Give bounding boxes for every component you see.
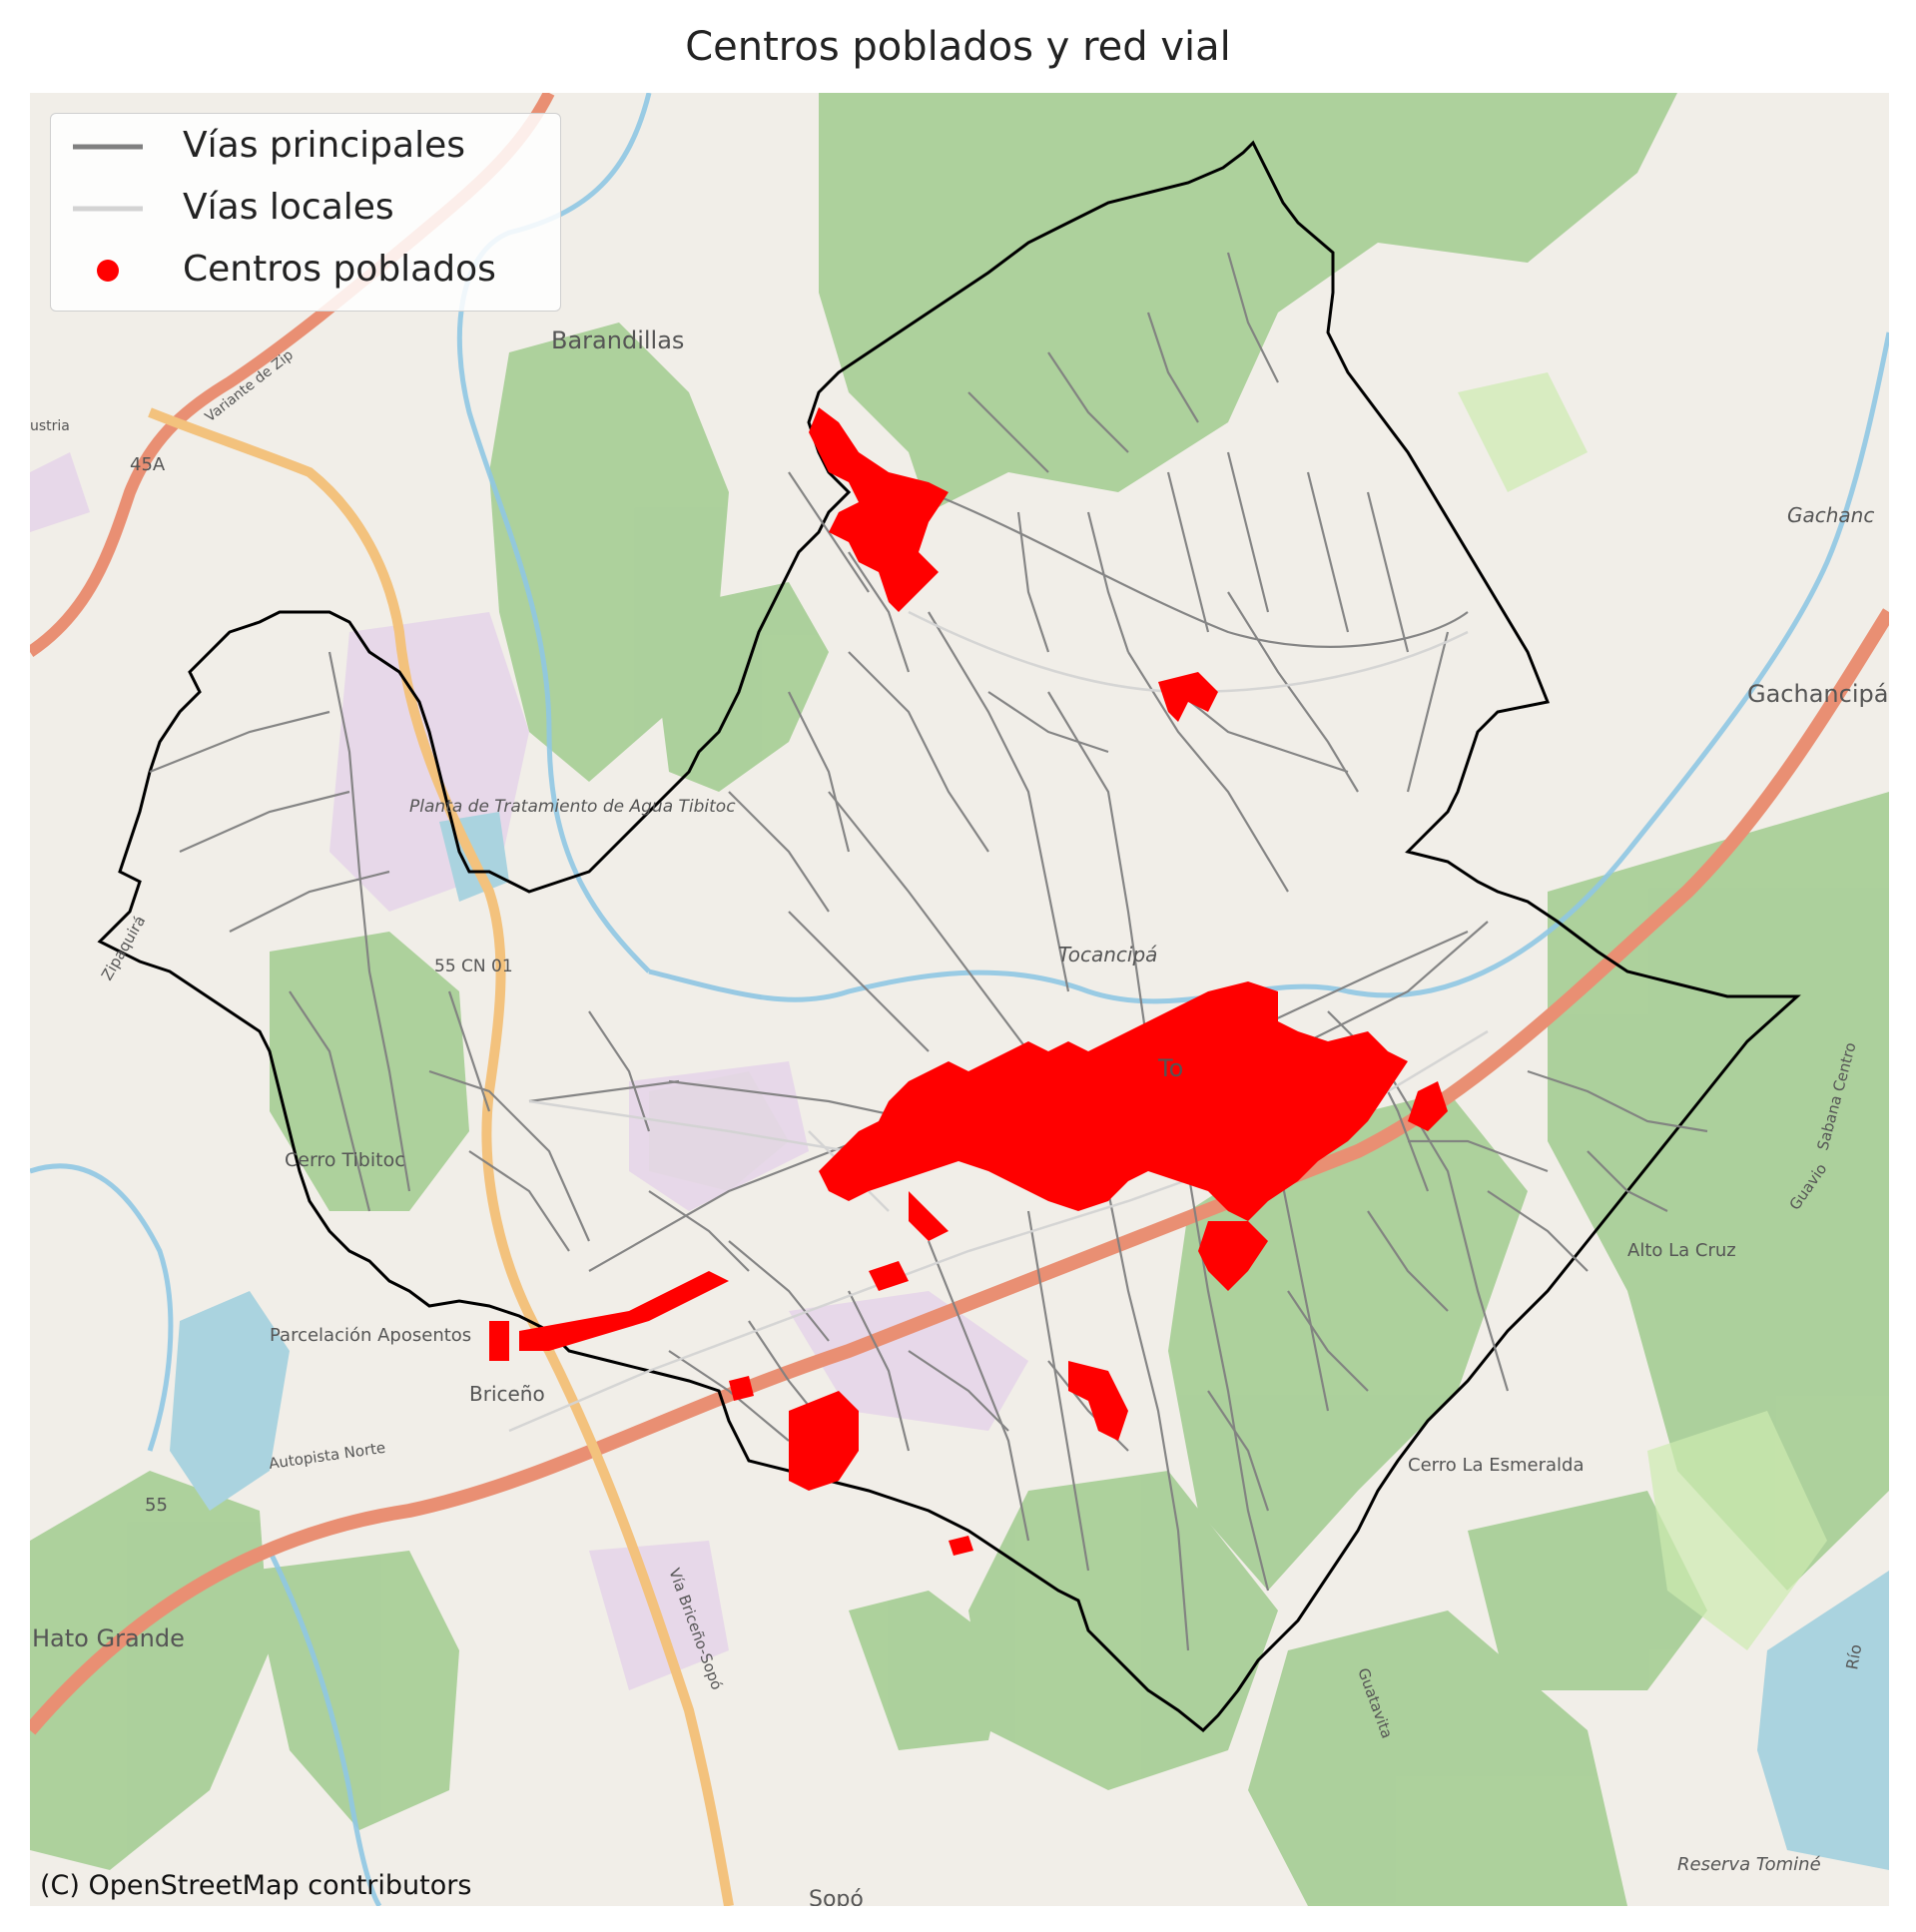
label-industria: ustria [30,418,70,434]
label-alto-la-cruz: Alto La Cruz [1627,1240,1736,1261]
legend: Vías principales Vías locales Centros po… [50,113,561,312]
label-gachanc: Gachanc [1787,503,1874,527]
legend-line-local-roads [73,206,143,212]
label-sopo: Sopó [809,1887,864,1906]
label-45a: 45A [130,454,166,475]
label-hato-grande: Hato Grande [32,1624,185,1652]
populated-center-north [809,407,949,612]
legend-item-populated-centers: Centros poblados [51,246,560,296]
populated-center-small-4 [869,1261,909,1291]
label-gachancipa: Gachancipá [1747,680,1888,708]
legend-label-populated-centers: Centros poblados [183,249,496,290]
boundary-outline [97,140,1801,1733]
populated-center-east [1408,1081,1448,1131]
populated-center-lower [1068,1361,1128,1441]
label-cerro-tibitoc: Cerro Tibitoc [285,1149,405,1171]
label-to: To [1157,1054,1183,1082]
map-canvas[interactable]: Barandillas 45A Variante de Zip ustria P… [30,93,1889,1906]
map-svg: Barandillas 45A Variante de Zip ustria P… [30,93,1889,1906]
legend-item-main-roads: Vías principales [51,122,560,172]
populated-center-main [819,981,1408,1221]
populated-center-briceno [489,1321,509,1361]
legend-item-local-roads: Vías locales [51,184,560,234]
label-cerro-la-esmeralda: Cerro La Esmeralda [1408,1455,1585,1476]
populated-center-sw-1 [789,1391,859,1491]
populated-center-small-2 [729,1376,754,1401]
legend-marker-populated-centers [97,260,119,282]
populated-center-strip [519,1271,729,1351]
label-55cn01: 55 CN 01 [434,957,513,976]
label-barandillas: Barandillas [551,326,684,354]
map-attribution: (C) OpenStreetMap contributors [40,1870,472,1901]
populated-center-small-1 [1158,672,1218,722]
populated-center-main-se [1198,1221,1268,1291]
label-parcelacion: Parcelación Aposentos [270,1325,471,1346]
label-rio: Río [1842,1642,1865,1670]
water-bodies [170,812,1889,1870]
map-title: Centros poblados y red vial [685,24,1231,70]
populated-center-main-south [909,1191,949,1241]
legend-label-main-roads: Vías principales [183,125,465,166]
populated-centers [489,407,1448,1556]
label-tocancipa: Tocancipá [1058,943,1157,966]
legend-label-local-roads: Vías locales [183,187,394,228]
label-briceno: Briceño [469,1382,545,1406]
legend-line-main-roads [73,144,143,150]
label-planta: Planta de Tratamiento de Agua Tibitoc [409,797,736,817]
populated-center-small-3 [949,1536,973,1556]
label-reserva-tomine: Reserva Tominé [1677,1854,1821,1875]
label-55: 55 [145,1495,168,1516]
